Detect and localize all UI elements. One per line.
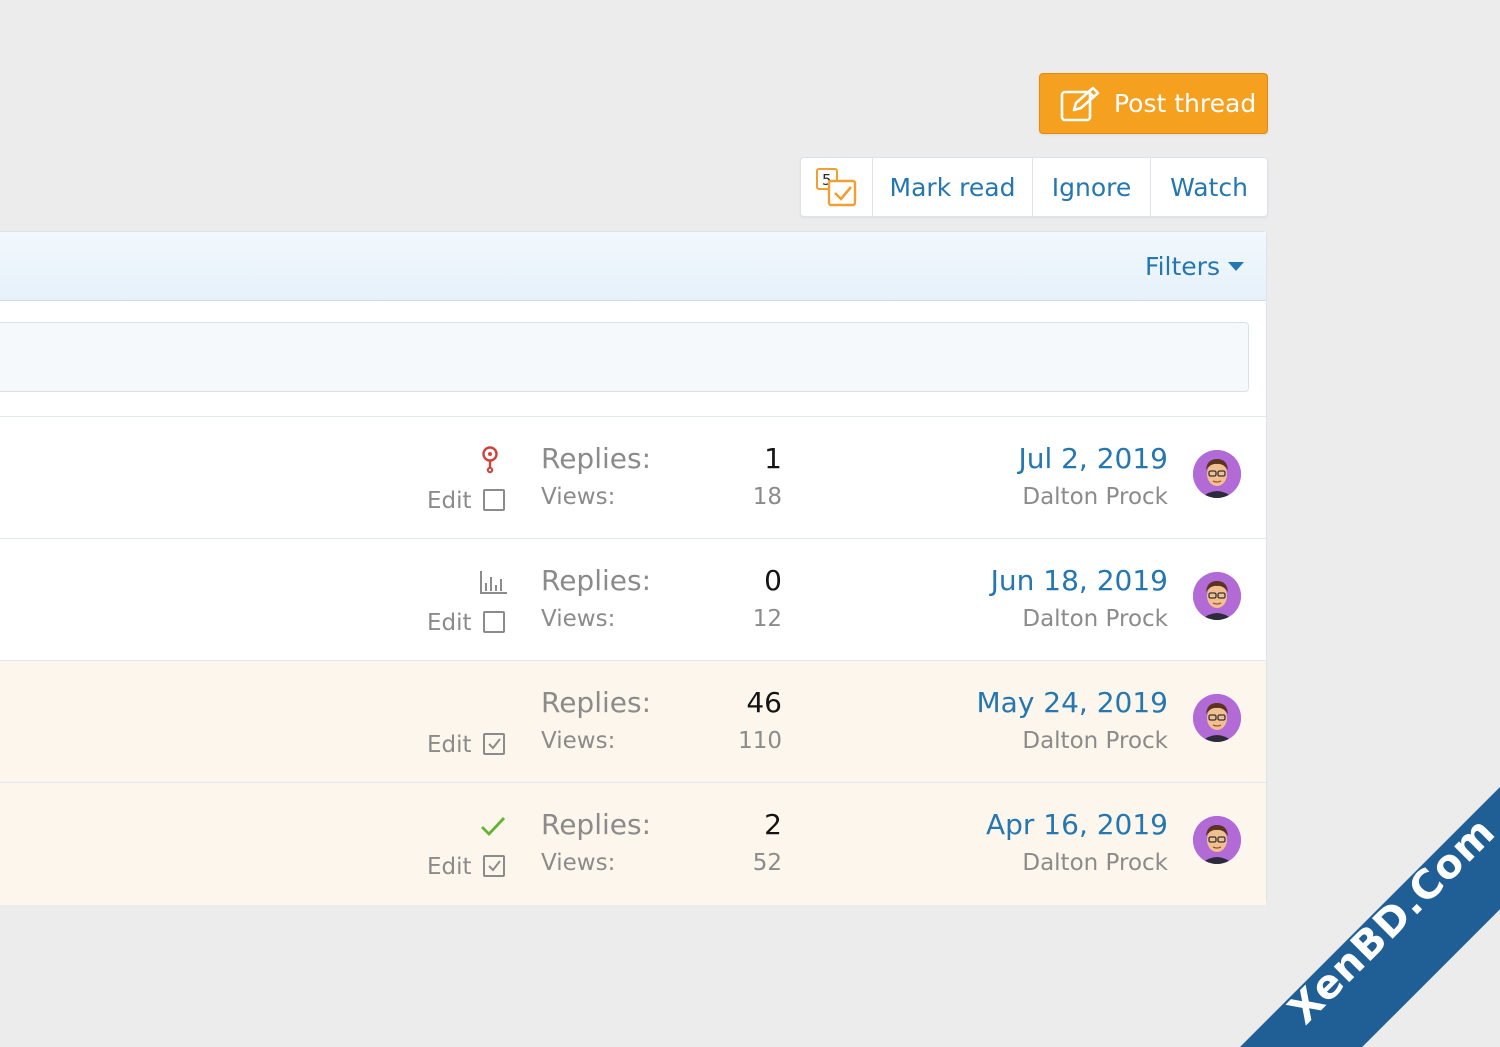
replies-count: 0: [764, 564, 782, 597]
replies-label: Replies:: [541, 564, 652, 597]
edit-link[interactable]: Edit: [427, 732, 472, 758]
watermark: XenBD.Com: [1240, 787, 1500, 1047]
views-count: 18: [752, 484, 782, 510]
views-label: Views:: [541, 850, 616, 876]
last-post-author[interactable]: Dalton Prock: [1022, 484, 1168, 510]
thread-row[interactable]: Edit Replies: Views: 2 52 Apr 16, 2019 D…: [0, 783, 1266, 905]
unread-count: 5: [822, 171, 832, 189]
avatar[interactable]: [1193, 572, 1241, 620]
thread-actions-group: 5 Mark read Ignore Watch: [800, 157, 1268, 217]
filters-dropdown[interactable]: Filters: [1145, 252, 1244, 281]
last-post-date[interactable]: Jul 2, 2019: [1018, 442, 1168, 475]
unread-count-button[interactable]: 5: [801, 158, 872, 216]
poll-icon: [480, 571, 507, 594]
replies-count: 1: [764, 442, 782, 475]
select-checkbox[interactable]: [483, 489, 505, 511]
replies-label: Replies:: [541, 808, 652, 841]
thread-list-block: Filters Edit Replies: Views: 1 18 Jul 2,…: [0, 231, 1267, 905]
views-count: 52: [752, 850, 782, 876]
user-avatar-icon: [1193, 572, 1241, 620]
watch-button[interactable]: Watch: [1150, 158, 1267, 216]
views-count: 110: [738, 728, 782, 754]
user-avatar-icon: [1193, 694, 1241, 742]
last-post-date[interactable]: May 24, 2019: [976, 686, 1168, 719]
select-checkbox[interactable]: [483, 733, 505, 755]
post-thread-button[interactable]: Post thread: [1039, 73, 1268, 134]
user-avatar-icon: [1193, 450, 1241, 498]
checkmark-icon: [488, 738, 501, 750]
views-label: Views:: [541, 606, 616, 632]
thread-row[interactable]: Edit Replies: Views: 46 110 May 24, 2019…: [0, 661, 1266, 783]
edit-icon: [1060, 86, 1100, 121]
views-count: 12: [752, 606, 782, 632]
post-thread-label: Post thread: [1114, 89, 1257, 118]
thread-row[interactable]: Edit Replies: Views: 1 18 Jul 2, 2019 Da…: [0, 417, 1266, 539]
quick-thread-input[interactable]: [0, 322, 1249, 392]
avatar[interactable]: [1193, 694, 1241, 742]
last-post-date[interactable]: Apr 16, 2019: [985, 808, 1168, 841]
last-post-author[interactable]: Dalton Prock: [1022, 850, 1168, 876]
check-icon: [481, 817, 506, 837]
quick-thread-area: [0, 301, 1266, 417]
mark-read-button[interactable]: Mark read: [872, 158, 1032, 216]
edit-link[interactable]: Edit: [427, 488, 472, 514]
replies-label: Replies:: [541, 442, 652, 475]
caret-down-icon: [1228, 261, 1244, 271]
ignore-button[interactable]: Ignore: [1032, 158, 1150, 216]
edit-link[interactable]: Edit: [427, 610, 472, 636]
checkmark-icon: [488, 860, 501, 872]
views-label: Views:: [541, 484, 616, 510]
avatar[interactable]: [1193, 450, 1241, 498]
replies-count: 46: [746, 686, 782, 719]
replies-count: 2: [764, 808, 782, 841]
thread-row[interactable]: Edit Replies: Views: 0 12 Jun 18, 2019 D…: [0, 539, 1266, 661]
user-avatar-icon: [1193, 816, 1241, 864]
edit-link[interactable]: Edit: [427, 854, 472, 880]
select-checkbox[interactable]: [483, 611, 505, 633]
mark-read-badge-icon: 5: [815, 168, 856, 207]
last-post-date[interactable]: Jun 18, 2019: [990, 564, 1168, 597]
last-post-author[interactable]: Dalton Prock: [1022, 606, 1168, 632]
last-post-author[interactable]: Dalton Prock: [1022, 728, 1168, 754]
avatar[interactable]: [1193, 816, 1241, 864]
views-label: Views:: [541, 728, 616, 754]
replies-label: Replies:: [541, 686, 652, 719]
filters-label: Filters: [1145, 251, 1220, 281]
filter-bar: Filters: [0, 232, 1266, 301]
select-checkbox[interactable]: [483, 855, 505, 877]
question-icon: [482, 446, 498, 474]
